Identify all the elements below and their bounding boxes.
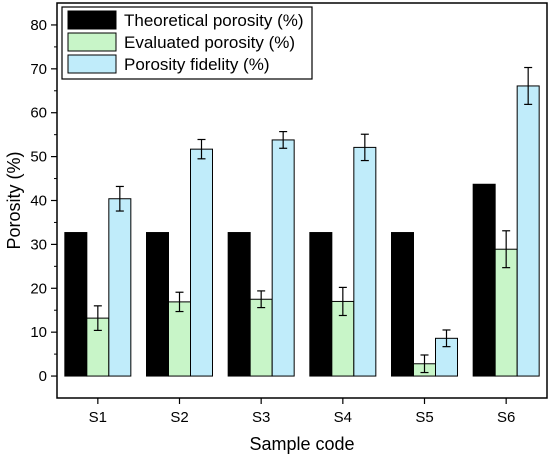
x-axis: S1 S2 S3 S4 S5 S6 [89, 398, 515, 426]
y-tick-label-30: 30 [30, 236, 47, 253]
x-tick-label-S3: S3 [252, 409, 270, 426]
x-tick-label-S6: S6 [497, 409, 515, 426]
y-tick-label-80: 80 [30, 17, 47, 34]
y-tick-label-40: 40 [30, 193, 47, 210]
bar-S2-series-2 [168, 301, 191, 377]
y-tick-label-70: 70 [30, 61, 47, 78]
bar-S3-series-3 [271, 139, 295, 377]
y-axis-title: Porosity (%) [4, 151, 24, 249]
x-tick-label-S4: S4 [334, 409, 352, 426]
y-tick-label-10: 10 [30, 324, 47, 341]
legend-label-1: Theoretical porosity (%) [124, 11, 304, 30]
bar-S4-series-3 [353, 146, 377, 377]
bar-S6-series-1 [472, 183, 496, 377]
x-tick-label-S1: S1 [89, 409, 107, 426]
x-axis-title: Sample code [249, 434, 354, 454]
x-tick-label-S2: S2 [170, 409, 188, 426]
bar-S3-series-1 [227, 232, 251, 377]
bar-S5-series-1 [391, 232, 414, 377]
legend-swatch-2 [67, 32, 117, 52]
errorbars-layer [93, 66, 533, 374]
legend-swatch-3 [67, 54, 117, 74]
legend-label-3: Porosity fidelity (%) [124, 55, 269, 74]
y-tick-label-50: 50 [30, 149, 47, 166]
bar-S2-series-3 [190, 148, 213, 377]
legend-swatch-1 [67, 10, 117, 30]
bar-S3-series-2 [249, 298, 273, 377]
legend: Theoretical porosity (%) Evaluated porosi… [61, 6, 313, 80]
y-axis: 0 10 20 30 40 50 60 70 80 [30, 17, 57, 385]
legend-label-2: Evaluated porosity (%) [124, 33, 295, 52]
bar-S4-series-1 [309, 232, 333, 377]
bar-S1-series-1 [64, 232, 88, 377]
bar-S1-series-3 [108, 198, 132, 377]
y-tick-label-0: 0 [39, 368, 47, 385]
bars-layer [64, 85, 540, 377]
bar-S6-series-3 [516, 85, 540, 377]
y-tick-label-20: 20 [30, 280, 47, 297]
bar-S2-series-1 [146, 232, 169, 377]
y-tick-label-60: 60 [30, 105, 47, 122]
x-tick-label-S5: S5 [415, 409, 433, 426]
